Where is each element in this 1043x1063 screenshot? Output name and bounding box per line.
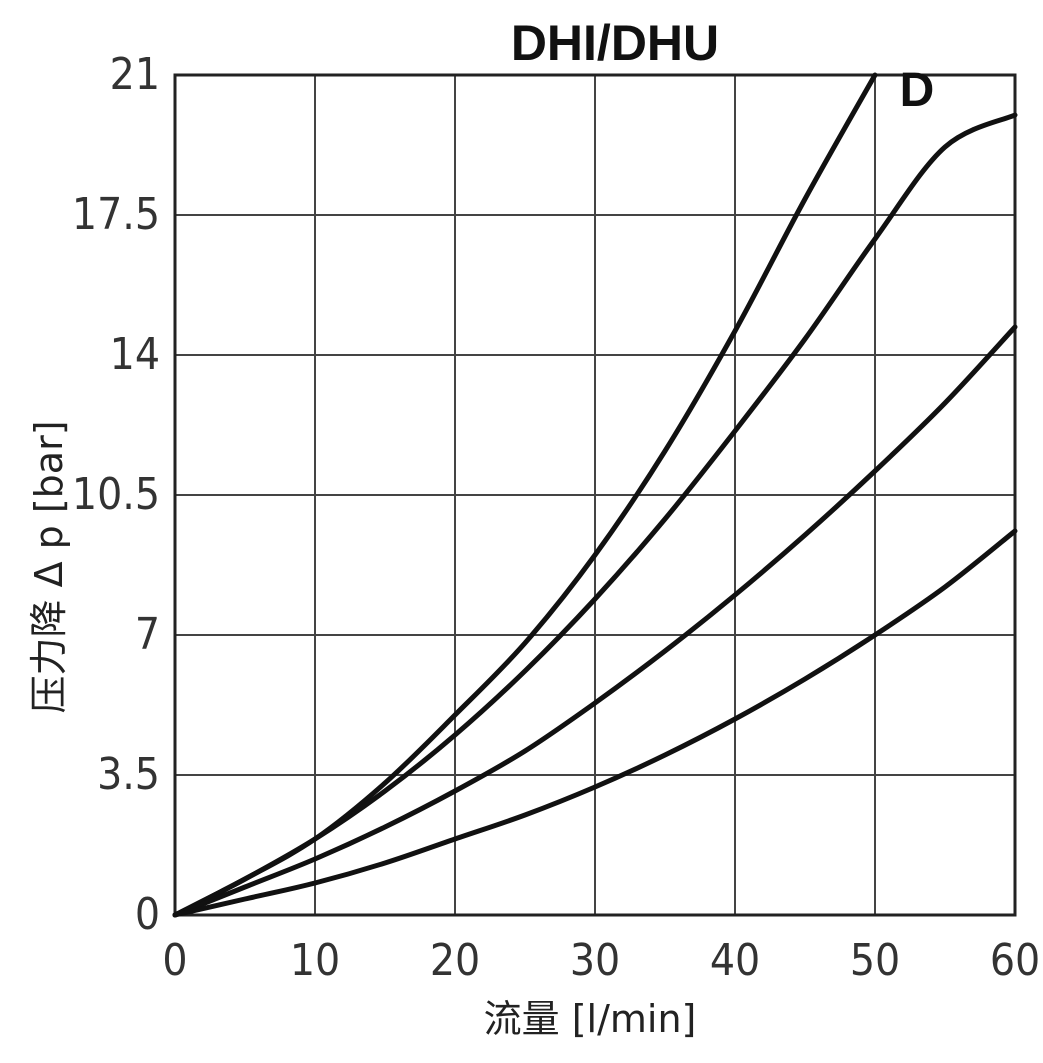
x-tick-label-6: 60 [990, 935, 1040, 986]
x-axis-ticks: 0 10 20 30 40 50 60 [162, 935, 1040, 986]
curves [172, 72, 1018, 918]
series-curve-4 [172, 528, 1018, 918]
y-tick-label-3: 10.5 [72, 469, 160, 520]
y-tick-label-0: 0 [135, 889, 160, 940]
series-curve-3 [172, 324, 1018, 918]
y-axis-label: 压力降 Δ p [bar] [27, 420, 71, 713]
y-tick-label-6: 21 [110, 49, 160, 100]
x-tick-label-4: 40 [710, 935, 760, 986]
series-label-d: D [900, 64, 935, 117]
x-tick-label-1: 10 [290, 935, 340, 986]
y-tick-label-4: 14 [110, 329, 160, 380]
y-tick-label-2: 7 [135, 609, 160, 660]
x-tick-label-2: 20 [430, 935, 480, 986]
x-tick-label-0: 0 [162, 935, 187, 986]
series-curve-2 [172, 112, 1018, 918]
x-tick-label-5: 50 [850, 935, 900, 986]
plot-frame [173, 73, 1017, 917]
x-axis-label: 流量 [l/min] [484, 997, 697, 1041]
x-tick-label-3: 30 [570, 935, 620, 986]
y-tick-label-5: 17.5 [72, 189, 160, 240]
chart-title: DHI/DHU [511, 15, 719, 71]
y-tick-label-1: 3.5 [97, 749, 160, 800]
y-axis-ticks: 0 3.5 7 10.5 14 17.5 21 [72, 49, 160, 940]
